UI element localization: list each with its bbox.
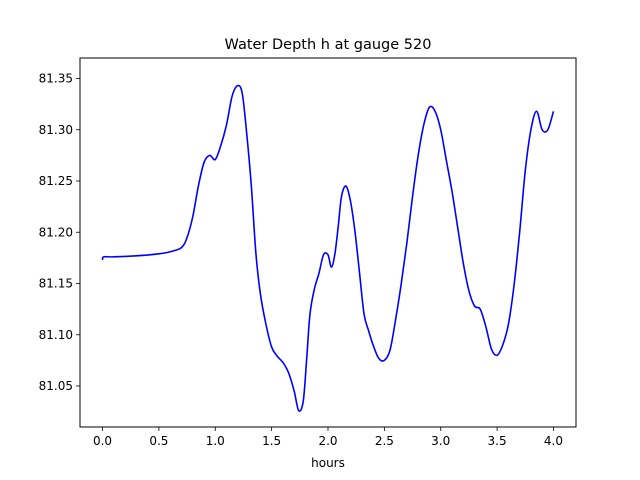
y-axis: 81.05 81.10 81.15 81.20 81.25 81.30 81.35: [39, 72, 80, 393]
y-tick-label: 81.20: [39, 225, 73, 239]
plot-frame: [79, 57, 577, 428]
y-tick-label: 81.05: [39, 379, 73, 393]
x-tick-label: 0.0: [93, 434, 112, 448]
x-tick-label: 1.5: [262, 434, 281, 448]
x-axis-label: hours: [311, 456, 345, 470]
series-line-0: [101, 84, 555, 412]
chart-title: Water Depth h at gauge 520: [225, 37, 432, 53]
x-tick-label: 2.5: [375, 434, 394, 448]
x-tick-label: 1.0: [206, 434, 225, 448]
y-tick-label: 81.25: [39, 174, 73, 188]
x-tick-label: 0.5: [149, 434, 168, 448]
x-axis: 0.0 0.5 1.0 1.5 2.0 2.5 3.0 3.5 4.0: [93, 427, 563, 448]
x-tick-label: 3.5: [488, 434, 507, 448]
y-tick-label: 81.30: [39, 123, 73, 137]
plot-area: [101, 84, 555, 412]
y-tick-label: 81.15: [39, 277, 73, 291]
y-tick-label: 81.10: [39, 328, 73, 342]
x-tick-label: 3.0: [431, 434, 450, 448]
y-tick-label: 81.35: [39, 72, 73, 86]
x-tick-label: 4.0: [544, 434, 563, 448]
x-tick-label: 2.0: [318, 434, 337, 448]
